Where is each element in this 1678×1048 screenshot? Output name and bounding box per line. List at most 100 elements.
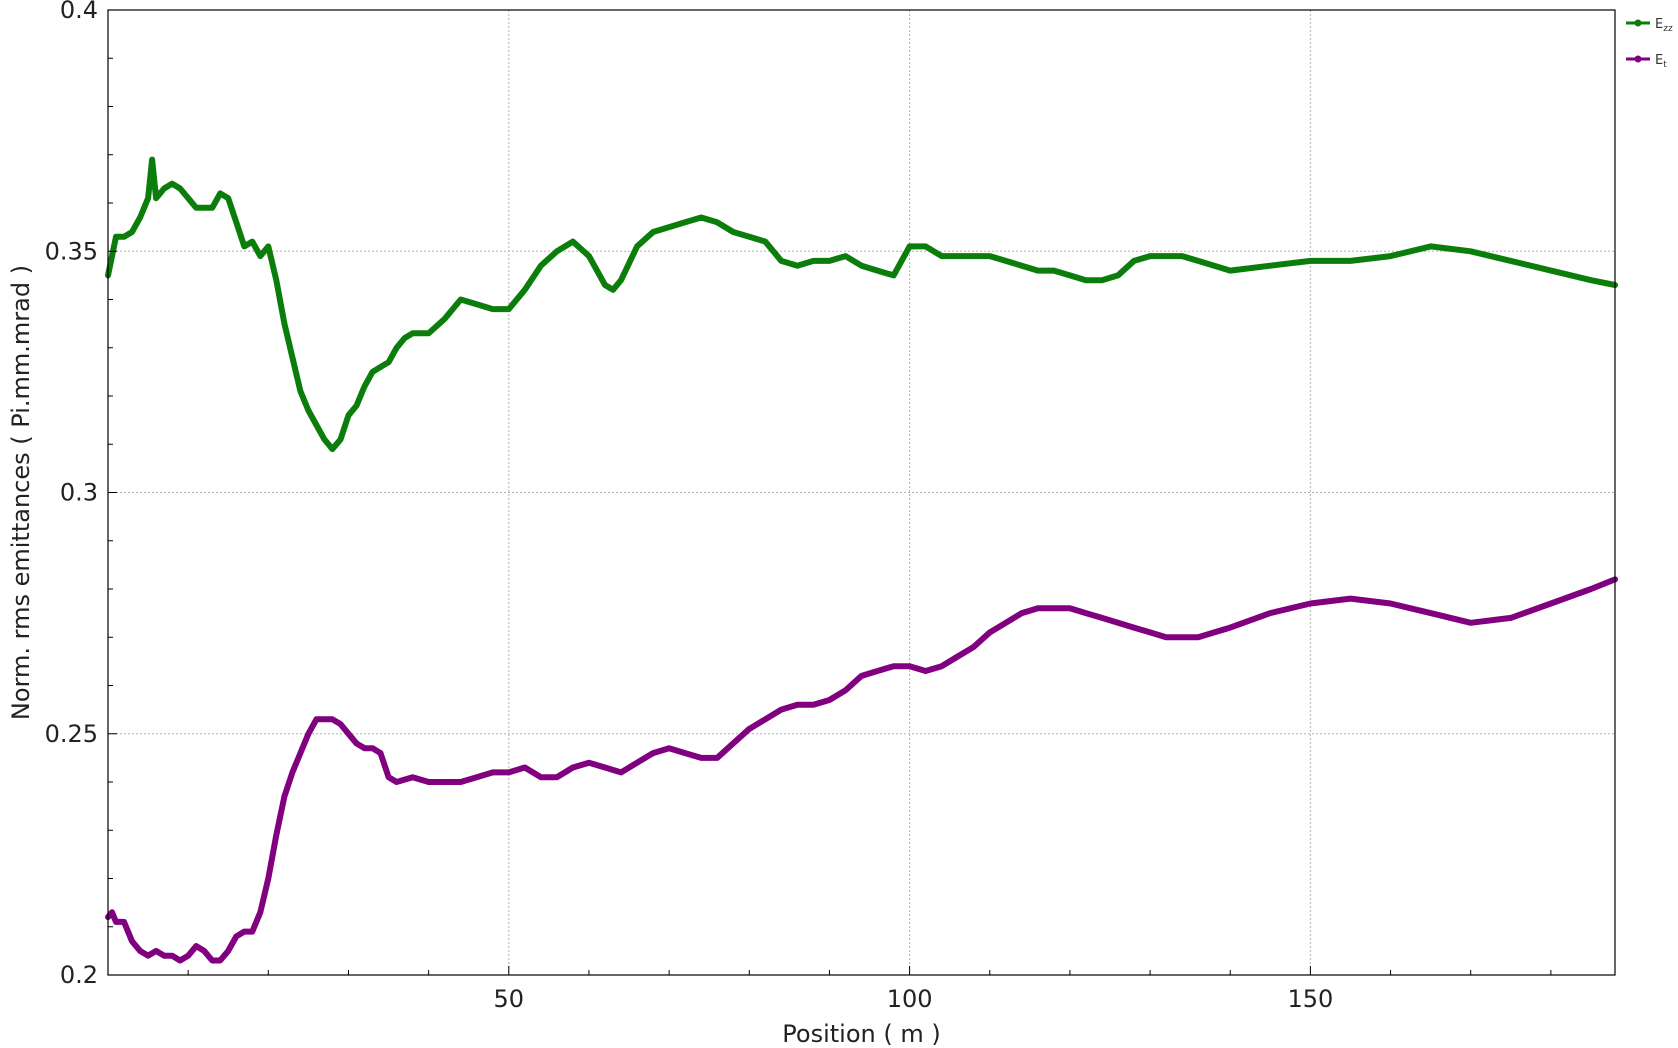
legend-item-ezz[interactable]: Ezz bbox=[1626, 17, 1673, 34]
data-point bbox=[1309, 259, 1312, 262]
data-point bbox=[219, 192, 222, 195]
series-group bbox=[106, 158, 1616, 962]
data-point bbox=[371, 747, 374, 750]
data-point bbox=[1197, 259, 1200, 262]
data-point bbox=[732, 230, 735, 233]
data-point bbox=[1197, 636, 1200, 639]
legend-label: Ezz bbox=[1655, 17, 1673, 34]
x-tick-label: 50 bbox=[494, 985, 525, 1013]
data-point bbox=[491, 308, 494, 311]
data-point bbox=[1149, 255, 1152, 258]
data-point bbox=[507, 771, 510, 774]
data-point bbox=[619, 771, 622, 774]
data-point bbox=[1068, 274, 1071, 277]
data-point bbox=[275, 279, 278, 282]
data-point bbox=[235, 221, 238, 224]
data-point bbox=[732, 742, 735, 745]
data-point bbox=[1036, 269, 1039, 272]
data-point bbox=[443, 780, 446, 783]
data-point bbox=[243, 930, 246, 933]
data-point bbox=[1469, 621, 1472, 624]
data-point bbox=[163, 954, 166, 957]
series-line-ezz bbox=[108, 160, 1615, 450]
data-point bbox=[475, 303, 478, 306]
data-point bbox=[251, 930, 254, 933]
data-point bbox=[227, 197, 230, 200]
data-point bbox=[411, 332, 414, 335]
data-point bbox=[748, 235, 751, 238]
data-point bbox=[636, 245, 639, 248]
data-point bbox=[684, 752, 687, 755]
data-point bbox=[147, 954, 150, 957]
data-point bbox=[796, 703, 799, 706]
data-point bbox=[539, 264, 542, 267]
data-point bbox=[636, 761, 639, 764]
data-point bbox=[475, 776, 478, 779]
data-point bbox=[956, 255, 959, 258]
data-point bbox=[259, 911, 262, 914]
data-point bbox=[1020, 264, 1023, 267]
legend-label: Et bbox=[1655, 53, 1667, 70]
data-point bbox=[828, 698, 831, 701]
legend-item-et[interactable]: Et bbox=[1626, 53, 1667, 70]
data-point bbox=[988, 255, 991, 258]
data-point bbox=[652, 230, 655, 233]
data-point bbox=[379, 752, 382, 755]
data-point bbox=[155, 197, 158, 200]
data-point bbox=[1429, 612, 1432, 615]
data-point bbox=[179, 959, 182, 962]
data-point bbox=[1036, 607, 1039, 610]
data-point bbox=[171, 182, 174, 185]
data-point bbox=[283, 795, 286, 798]
data-point bbox=[139, 949, 142, 952]
y-tick-label: 0.3 bbox=[60, 479, 98, 507]
data-point bbox=[1004, 621, 1007, 624]
y-tick-label: 0.25 bbox=[45, 720, 98, 748]
data-point bbox=[259, 255, 262, 258]
data-point bbox=[571, 766, 574, 769]
data-point bbox=[860, 264, 863, 267]
data-point bbox=[1165, 636, 1168, 639]
data-point bbox=[1181, 636, 1184, 639]
data-point bbox=[211, 206, 214, 209]
data-point bbox=[283, 322, 286, 325]
data-point bbox=[411, 776, 414, 779]
data-point bbox=[291, 771, 294, 774]
data-point bbox=[427, 332, 430, 335]
data-point bbox=[1389, 602, 1392, 605]
data-point bbox=[1116, 274, 1119, 277]
data-point bbox=[299, 752, 302, 755]
data-point bbox=[235, 935, 238, 938]
data-point bbox=[940, 255, 943, 258]
data-point bbox=[299, 390, 302, 393]
data-point bbox=[139, 216, 142, 219]
data-point bbox=[780, 259, 783, 262]
data-point bbox=[652, 752, 655, 755]
grid bbox=[108, 10, 1615, 975]
data-point bbox=[203, 206, 206, 209]
data-point bbox=[924, 669, 927, 672]
data-point bbox=[243, 245, 246, 248]
data-point bbox=[539, 776, 542, 779]
data-point bbox=[1084, 612, 1087, 615]
data-point bbox=[211, 959, 214, 962]
data-point bbox=[1549, 269, 1552, 272]
data-point bbox=[122, 920, 125, 923]
data-point bbox=[1020, 612, 1023, 615]
data-point bbox=[1100, 279, 1103, 282]
data-point bbox=[892, 274, 895, 277]
data-point bbox=[700, 216, 703, 219]
data-point bbox=[187, 197, 190, 200]
data-point bbox=[1589, 279, 1592, 282]
legend[interactable]: Ezz Et bbox=[1626, 17, 1673, 70]
data-point bbox=[523, 288, 526, 291]
y-axis-label: Norm. rms emittances ( Pi.mm.mrad ) bbox=[7, 265, 35, 720]
data-point bbox=[387, 361, 390, 364]
data-point bbox=[924, 245, 927, 248]
data-point bbox=[972, 645, 975, 648]
data-point bbox=[339, 723, 342, 726]
data-point bbox=[227, 949, 230, 952]
data-point bbox=[555, 776, 558, 779]
data-point bbox=[387, 776, 390, 779]
data-point bbox=[459, 298, 462, 301]
